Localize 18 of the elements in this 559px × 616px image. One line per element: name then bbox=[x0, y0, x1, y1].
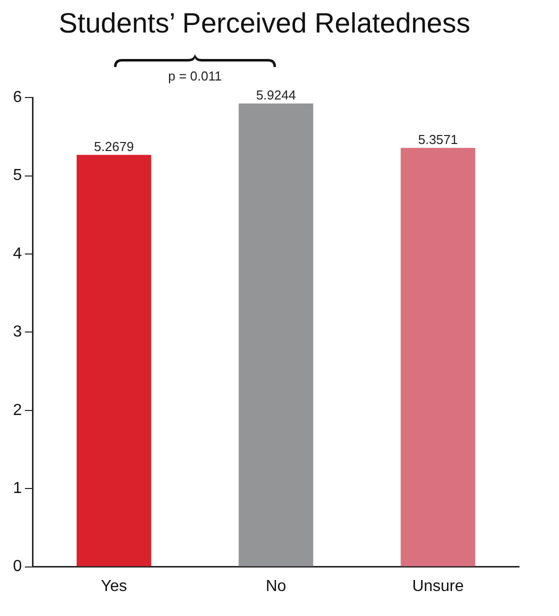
y-tick-label: 6 bbox=[12, 89, 22, 106]
y-tick-label: 4 bbox=[12, 245, 22, 262]
text: p = 0.011 bbox=[168, 68, 222, 84]
bar bbox=[400, 148, 476, 566]
y-tick-label: 2 bbox=[12, 402, 22, 419]
chart-title: Students’ Perceived Relatedness bbox=[58, 8, 470, 39]
x-tick-label: No bbox=[266, 578, 286, 595]
y-tick-label: 1 bbox=[12, 480, 22, 498]
data-label: 5.2679 bbox=[94, 138, 134, 154]
y-tick-label: 0 bbox=[12, 558, 22, 576]
y-tick-label: 3 bbox=[12, 324, 22, 341]
x-tick-label: Unsure bbox=[412, 578, 464, 595]
data-label: 5.3571 bbox=[418, 132, 458, 147]
bar bbox=[238, 104, 314, 566]
bar bbox=[76, 154, 152, 566]
x-tick-label: Yes bbox=[100, 578, 127, 595]
y-tick-label: 5 bbox=[12, 167, 22, 184]
data-label: 5.9244 bbox=[256, 88, 296, 103]
